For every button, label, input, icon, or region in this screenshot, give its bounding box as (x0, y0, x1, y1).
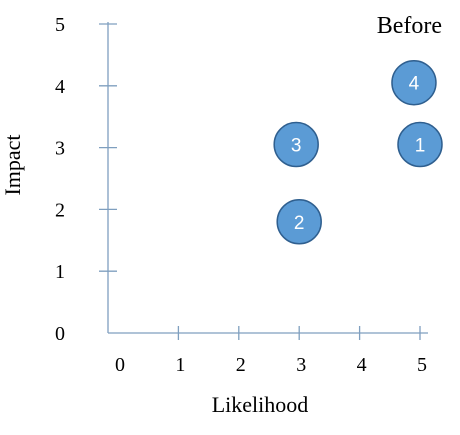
risk-point-label: 4 (409, 74, 420, 95)
risk-point-label: 3 (291, 136, 302, 157)
risk-point-marker (391, 59, 437, 106)
data-points: 1 2 3 4 (273, 59, 443, 245)
risk-point-2: 2 (276, 199, 322, 245)
y-axis-ticks: 0 1 2 3 4 5 (55, 14, 117, 345)
risk-point-marker (273, 121, 319, 168)
x-tick-label: 3 (296, 354, 306, 376)
y-tick-label: 5 (55, 14, 65, 36)
risk-point-label: 2 (294, 213, 305, 234)
x-tick-label: 0 (115, 354, 125, 376)
y-tick-label: 4 (55, 76, 65, 98)
y-tick-label: 3 (55, 138, 65, 160)
y-axis-title: Impact (0, 134, 25, 195)
x-tick-label: 5 (417, 354, 427, 376)
risk-point-4: 4 (391, 59, 437, 106)
chart-title: Before (377, 13, 442, 39)
risk-point-label: 1 (415, 136, 426, 157)
y-tick-label: 1 (55, 261, 65, 283)
risk-point-marker (397, 121, 443, 168)
axes: 0 1 2 3 4 5 0 1 2 3 4 5 (55, 14, 428, 376)
x-axis-title: Likelihood (212, 392, 309, 417)
x-axis-ticks: 0 1 2 3 4 5 (115, 326, 427, 376)
risk-point-1: 1 (397, 121, 443, 168)
x-tick-label: 2 (236, 354, 246, 376)
y-tick-label: 2 (55, 199, 65, 221)
x-tick-label: 4 (357, 354, 367, 376)
x-tick-label: 1 (175, 354, 185, 376)
risk-point-3: 3 (273, 121, 319, 168)
y-tick-label: 0 (55, 323, 65, 345)
risk-point-marker (276, 199, 322, 245)
